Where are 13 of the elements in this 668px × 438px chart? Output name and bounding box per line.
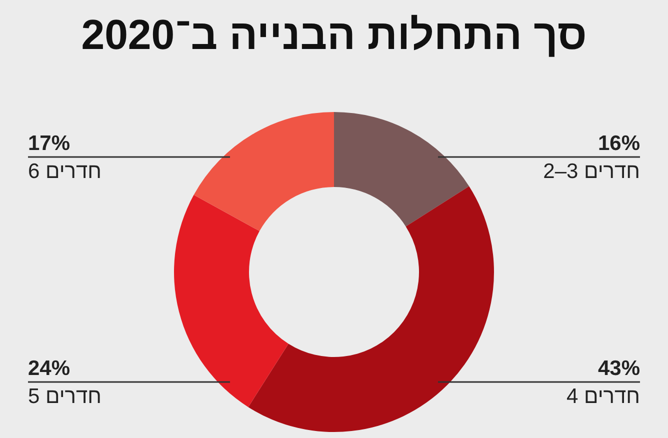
donut-slice — [334, 112, 470, 226]
data-label: 43% — [598, 357, 640, 380]
slice-label: 6 חדרים — [28, 160, 102, 183]
donut-slice — [174, 194, 288, 408]
donut-slice — [194, 112, 334, 232]
data-label: 16% — [598, 132, 640, 155]
donut-slice — [248, 186, 494, 432]
data-label: 17% — [28, 132, 70, 155]
slice-label: 4 חדרים — [566, 385, 640, 408]
slice-label: 5 חדרים — [28, 385, 102, 408]
data-label: 24% — [28, 357, 70, 380]
chart-title: סך התחלות הבנייה ב־2020 — [81, 11, 587, 58]
slice-label: 2–3 חדרים — [543, 160, 640, 183]
